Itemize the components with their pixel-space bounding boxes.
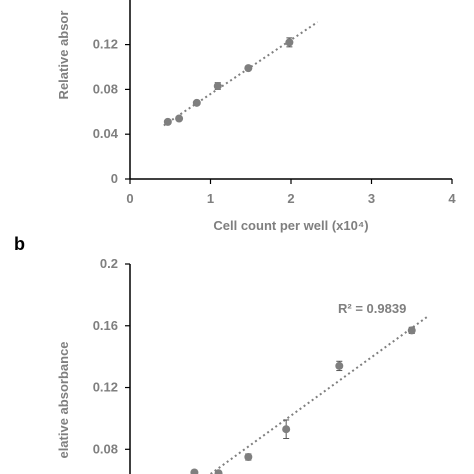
- data-point: [175, 114, 184, 123]
- y-axis-title: Relative absor: [56, 11, 71, 100]
- data-point: [335, 361, 344, 370]
- y-axis-title: elative absorbance: [56, 341, 71, 458]
- panel-b-label: b: [14, 234, 25, 254]
- y-tick-label: 0.08: [93, 441, 118, 456]
- data-point: [244, 453, 253, 462]
- data-point: [190, 468, 199, 474]
- x-tick-label: 4: [448, 191, 456, 206]
- x-axis-title: Cell count per well (x10⁴): [213, 218, 368, 233]
- y-tick-label: 0.08: [93, 81, 118, 96]
- y-tick-label: 0.12: [93, 37, 118, 52]
- r-squared-label: R² = 0.9839: [338, 301, 406, 316]
- data-point: [285, 38, 294, 47]
- data-point: [163, 117, 172, 126]
- data-point: [192, 98, 201, 107]
- y-tick-label: 0.2: [100, 256, 118, 271]
- panel-b-chart: 0.2 0.16 0.12 0.08 elative absorbance R² = 0.…: [56, 256, 429, 474]
- x-tick-label: 2: [287, 191, 294, 206]
- data-point: [244, 64, 253, 73]
- data-point: [213, 82, 222, 91]
- trendline: [208, 315, 429, 474]
- data-point: [407, 326, 416, 335]
- x-tick-label: 3: [368, 191, 375, 206]
- y-tick-label: 0.16: [93, 318, 118, 333]
- data-point: [214, 469, 223, 474]
- panel-a-chart: 0 0.04 0.08 0.12 0 1 2 3 4 Cell count per well (x…: [56, 0, 456, 233]
- y-tick-label: 0: [111, 171, 118, 186]
- y-tick-label: 0.12: [93, 380, 118, 395]
- x-tick-label: 0: [126, 191, 133, 206]
- y-tick-label: 0.04: [93, 126, 119, 141]
- x-tick-label: 1: [207, 191, 214, 206]
- trendline: [163, 21, 319, 127]
- data-point: [282, 425, 291, 434]
